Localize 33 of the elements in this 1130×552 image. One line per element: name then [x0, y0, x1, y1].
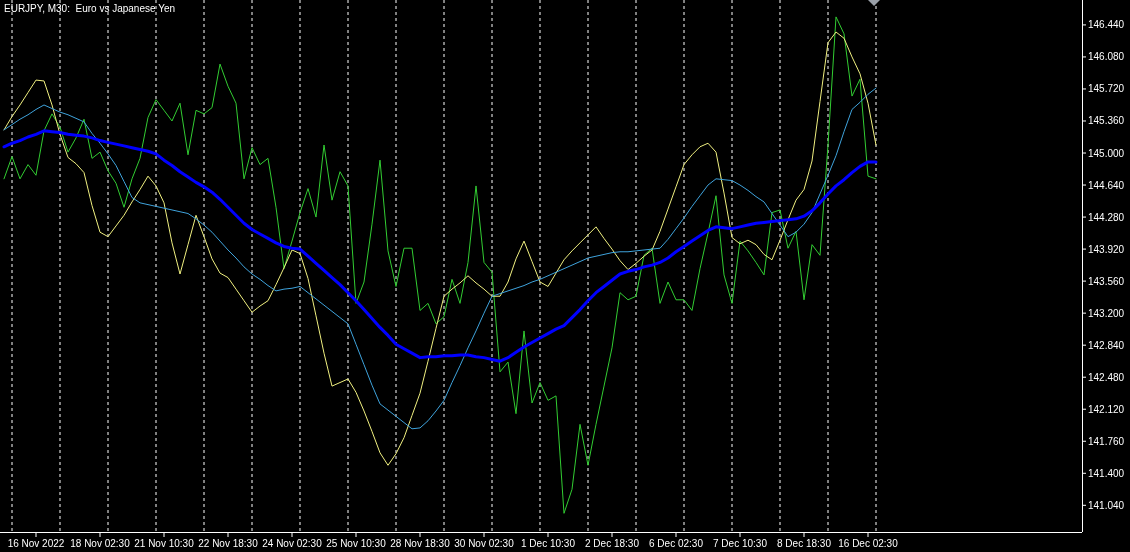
- x-tick-label: 21 Nov 10:30: [134, 538, 195, 549]
- line-series: [2, 129, 878, 363]
- x-tick-label: 28 Nov 18:30: [390, 538, 451, 549]
- y-tick-label: 143.200: [1088, 307, 1125, 319]
- x-tick-label: 7 Dec 10:30: [713, 538, 768, 549]
- y-tick-label: 142.840: [1088, 339, 1125, 351]
- x-tick-label: 6 Dec 02:30: [649, 538, 704, 549]
- y-tick-label: 143.920: [1088, 243, 1125, 255]
- y-tick-label: 145.000: [1088, 147, 1125, 159]
- y-tick-label: 141.400: [1088, 467, 1125, 479]
- y-tick-label: 141.040: [1088, 499, 1125, 511]
- x-tick-label: 8 Dec 18:30: [777, 538, 832, 549]
- x-tick-label: 25 Nov 10:30: [326, 538, 387, 549]
- x-tick-label: 18 Nov 02:30: [70, 538, 131, 549]
- x-tick-label: 2 Dec 18:30: [585, 538, 640, 549]
- chart-title: EURJPY, M30: Euro vs Japanese Yen: [4, 3, 176, 14]
- y-tick-label: 144.640: [1088, 179, 1125, 191]
- y-tick-label: 141.760: [1088, 435, 1125, 447]
- x-tick-label: 24 Nov 02:30: [262, 538, 323, 549]
- y-tick-label: 145.720: [1088, 83, 1125, 95]
- x-tick-label: 30 Nov 02:30: [454, 538, 515, 549]
- y-tick-label: 146.440: [1088, 19, 1125, 31]
- line-series: [3, 87, 877, 430]
- x-tick-label: 1 Dec 10:30: [521, 538, 576, 549]
- x-tick-label: 22 Nov 18:30: [198, 538, 259, 549]
- y-tick-label: 142.120: [1088, 403, 1125, 415]
- y-tick-label: 143.560: [1088, 275, 1125, 287]
- y-tick-label: 146.080: [1088, 51, 1125, 63]
- x-tick-label: 16 Nov 2022: [7, 538, 65, 549]
- y-tick-label: 142.480: [1088, 371, 1125, 383]
- x-tick-label: 16 Dec 02:30: [838, 538, 899, 549]
- y-tick-label: 145.360: [1088, 115, 1125, 127]
- y-tick-label: 144.280: [1088, 211, 1125, 223]
